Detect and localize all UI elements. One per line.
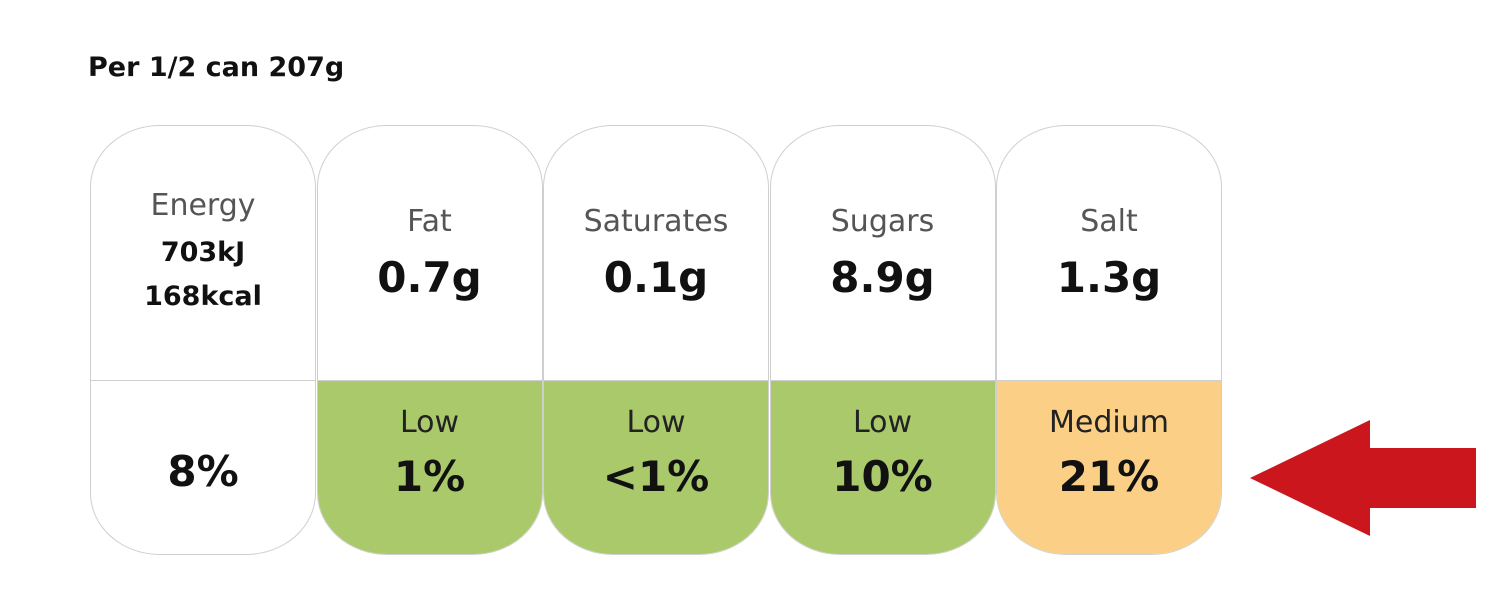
panel-bottom: 8% (91, 380, 315, 554)
nutrient-name: Sugars (830, 204, 935, 239)
panel-bottom: Low 10% (770, 380, 995, 554)
panel-top: Fat 0.7g (318, 126, 542, 380)
level-label: Medium (1049, 405, 1169, 440)
panel-top: Saturates 0.1g (544, 126, 768, 380)
nutrient-panel: Sugars 8.9g Low 10% (769, 125, 996, 555)
nutrient-amount: 168kcal (144, 281, 262, 312)
arrow-shape (1250, 420, 1476, 536)
panel-bottom: Medium 21% (997, 380, 1221, 554)
reference-intake: <1% (602, 452, 710, 501)
panel-bottom: Low 1% (317, 380, 542, 554)
reference-intake: 8% (167, 447, 239, 496)
serving-title: Per 1/2 can 207g (88, 52, 345, 83)
nutrient-panel: Fat 0.7g Low 1% (316, 125, 543, 555)
panel-top: Sugars 8.9g (771, 126, 995, 380)
nutrient-name: Energy (150, 188, 256, 223)
nutrient-name: Salt (1080, 204, 1138, 239)
nutrient-amount: 8.9g (830, 253, 935, 302)
reference-intake: 10% (832, 452, 933, 501)
nutrient-amount: 0.1g (603, 253, 709, 302)
level-label: Low (626, 405, 686, 440)
red-arrow (1250, 420, 1476, 536)
nutrient-name: Saturates (583, 204, 729, 239)
nutrient-panel: Salt 1.3g Medium 21% (996, 125, 1222, 555)
nutrient-amount: 703kJ (160, 237, 246, 268)
level-label: Low (399, 405, 460, 440)
panel-top: Salt 1.3g (997, 126, 1221, 380)
reference-intake: 1% (393, 452, 466, 501)
nutrient-amount: 1.3g (1056, 253, 1162, 302)
nutrient-amount: 0.7g (377, 253, 482, 302)
level-label: Low (852, 405, 913, 440)
panel-top: Energy 703kJ 168kcal (91, 126, 315, 380)
nutrient-panel: Saturates 0.1g Low <1% (543, 125, 769, 555)
nutrient-name: Fat (407, 204, 452, 239)
reference-intake: 21% (1058, 452, 1160, 501)
nutrient-panel: Energy 703kJ 168kcal 8% (90, 125, 316, 555)
panel-bottom: Low <1% (544, 380, 768, 554)
